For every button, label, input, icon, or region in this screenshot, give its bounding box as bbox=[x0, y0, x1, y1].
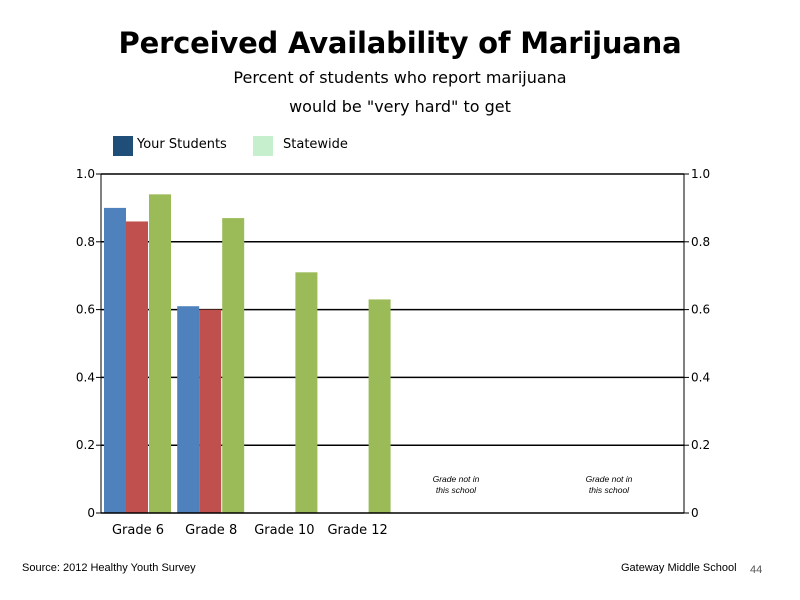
y-tick-label-left: 0.4 bbox=[76, 370, 95, 384]
annotation-grade-not-in-school: Grade not in bbox=[433, 474, 480, 484]
y-tick-label-right: 0 bbox=[691, 506, 699, 520]
bar-1-2 bbox=[177, 306, 200, 513]
y-tick-label-right: 0.4 bbox=[691, 370, 710, 384]
bar-2-1 bbox=[126, 221, 148, 513]
legend-label-your-students: Your Students bbox=[137, 137, 227, 152]
annotation-grade-not-in-school: this school bbox=[436, 485, 477, 495]
y-tick-label-right: 0.6 bbox=[691, 303, 710, 317]
x-tick-label: Grade 12 bbox=[327, 523, 387, 538]
y-tick-label-right: 0.2 bbox=[691, 438, 710, 452]
y-tick-label-left: 0.6 bbox=[76, 303, 95, 317]
y-tick-label-left: 0.2 bbox=[76, 438, 95, 452]
school-name: Gateway Middle School bbox=[621, 562, 737, 574]
y-tick-label-left: 0 bbox=[87, 506, 95, 520]
x-tick-label: Grade 6 bbox=[112, 523, 164, 538]
annotation-grade-not-in-school: Grade not in bbox=[586, 474, 633, 484]
y-tick-label-right: 1.0 bbox=[691, 167, 710, 181]
y-tick-label-left: 1.0 bbox=[76, 167, 95, 181]
bar-3-3 bbox=[295, 272, 318, 513]
legend-label-statewide: Statewide bbox=[283, 137, 348, 152]
bar-1-1 bbox=[104, 207, 126, 513]
bar-2-2 bbox=[199, 309, 222, 513]
bar-3-4 bbox=[368, 299, 391, 513]
bar-3-2 bbox=[222, 218, 245, 513]
source-note: Source: 2012 Healthy Youth Survey bbox=[22, 562, 196, 574]
chart-subtitle-line-1: Percent of students who report marijuana bbox=[233, 68, 567, 87]
y-tick-label-left: 0.8 bbox=[76, 235, 95, 249]
page-number: 44 bbox=[750, 564, 763, 576]
x-tick-label: Grade 8 bbox=[185, 523, 237, 538]
chart-title: Perceived Availability of Marijuana bbox=[118, 26, 682, 60]
bar-3-1 bbox=[149, 194, 171, 513]
legend-swatch-statewide bbox=[253, 136, 273, 156]
chart-subtitle-line-2: would be "very hard" to get bbox=[289, 97, 511, 116]
y-tick-label-right: 0.8 bbox=[691, 235, 710, 249]
legend-swatch-your-students bbox=[113, 136, 133, 156]
x-tick-label: Grade 10 bbox=[254, 523, 314, 538]
annotation-grade-not-in-school: this school bbox=[589, 485, 630, 495]
